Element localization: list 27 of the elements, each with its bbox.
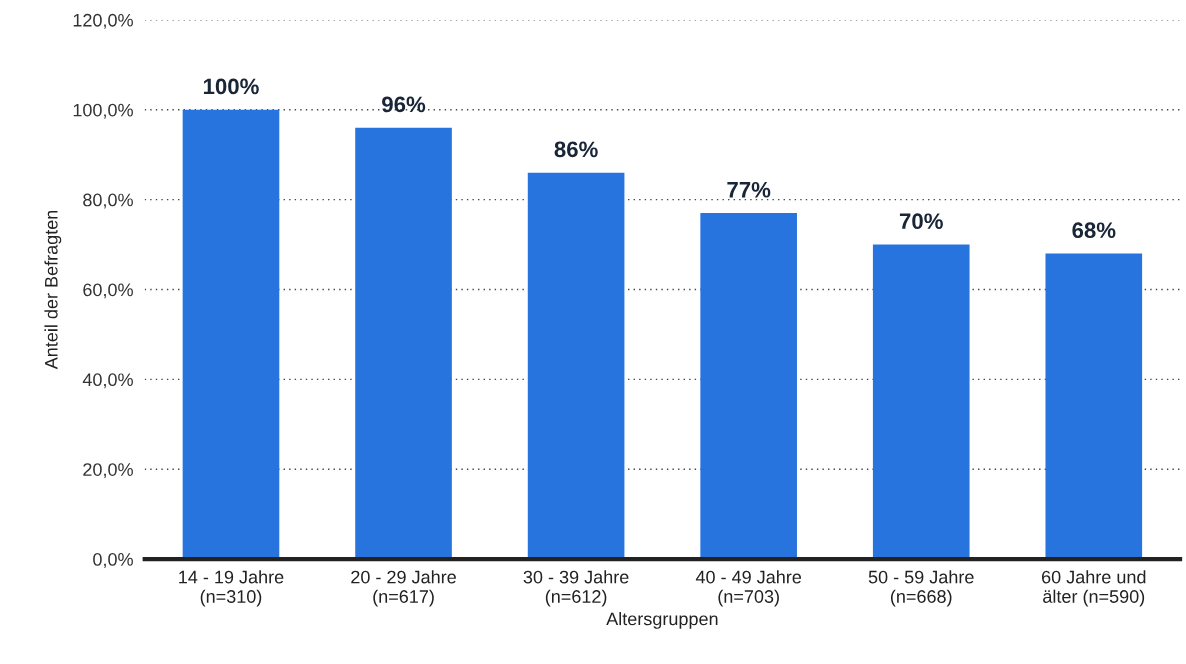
x-axis-title: Altersgruppen	[606, 612, 718, 629]
y-tick-label: 20,0%	[83, 463, 133, 479]
x-tick-label: 60 Jahre und älter (n=590)	[1042, 570, 1146, 607]
data-label: 100%	[203, 78, 259, 95]
data-label: 77%	[727, 181, 771, 198]
bar	[527, 172, 625, 560]
data-label: 70%	[899, 213, 943, 230]
y-tick-label: 120,0%	[73, 13, 133, 29]
y-tick-label: 0,0%	[93, 553, 133, 568]
x-tick-label: 14 - 19 Jahre (n=310)	[179, 570, 284, 607]
x-tick-label: 20 - 29 Jahre (n=617)	[351, 570, 456, 607]
bar	[1045, 253, 1143, 560]
bar	[700, 213, 797, 560]
y-axis-title: Anteil der Befragten	[44, 210, 62, 370]
y-tick-label: 40,0%	[82, 373, 133, 389]
x-tick-label: 50 - 59 Jahre (n=668)	[868, 570, 974, 607]
x-tick-label: 40 - 49 Jahre (n=703)	[695, 570, 802, 607]
data-label: 68%	[1072, 222, 1116, 239]
y-tick-label: 100,0%	[73, 103, 133, 119]
y-tick-label: 60,0%	[83, 283, 133, 299]
data-label: 96%	[382, 96, 426, 113]
data-label: 86%	[554, 141, 598, 158]
y-tick-label: 80,0%	[83, 193, 133, 209]
bar	[182, 109, 280, 560]
x-tick-label: 30 - 39 Jahre (n=612)	[523, 570, 629, 607]
bar	[872, 244, 970, 560]
bar	[355, 127, 452, 560]
